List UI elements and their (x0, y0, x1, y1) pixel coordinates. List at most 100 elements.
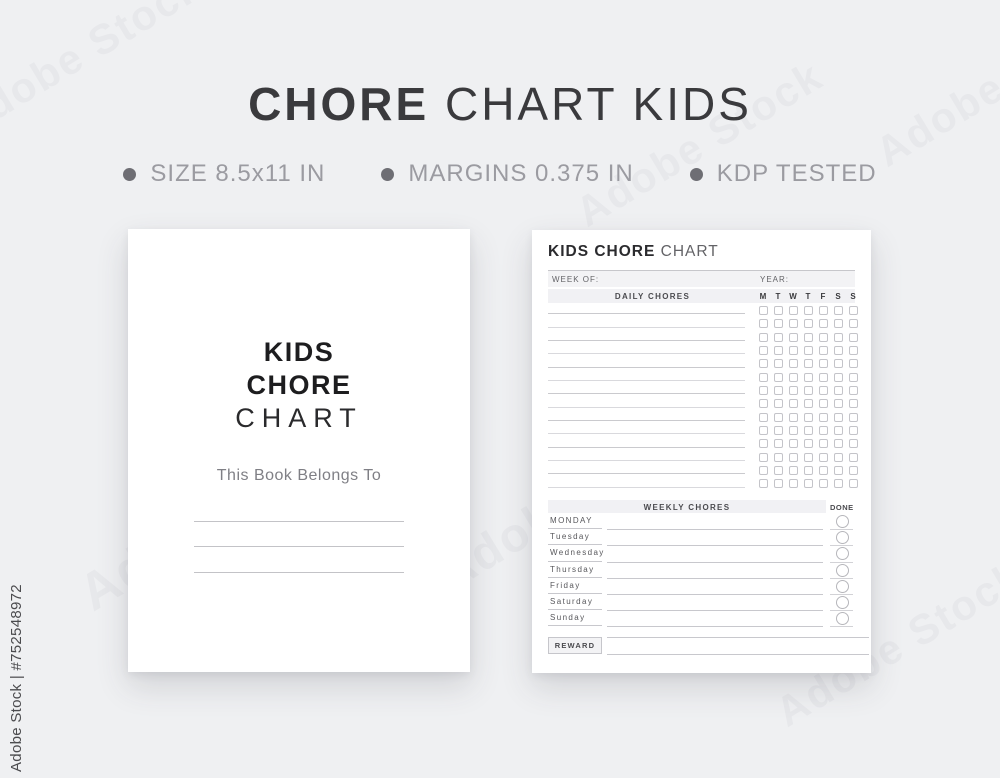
day-checkbox (773, 319, 783, 329)
day-checkbox (833, 412, 843, 422)
day-checkbox (848, 479, 858, 489)
day-checkbox (833, 306, 843, 315)
day-checkbox (773, 372, 783, 382)
bullet-icon (381, 167, 395, 181)
day-checkbox (758, 479, 768, 489)
day-checkbox (818, 319, 828, 329)
week-of-label: WEEK OF: (552, 275, 600, 284)
reward-line (607, 637, 869, 638)
day-checkbox (803, 439, 813, 449)
day-checkbox (788, 332, 798, 342)
signature-lines (194, 496, 404, 573)
weekly-chore-row: Sunday (548, 610, 855, 628)
chore-writing-line (548, 340, 745, 342)
day-checkbox (758, 412, 768, 422)
day-checkbox (803, 412, 813, 422)
weekday-label: Wednesday (548, 545, 603, 562)
chore-writing-line (607, 513, 823, 531)
day-checkbox (833, 452, 843, 462)
weekly-chore-row: Wednesday (548, 545, 855, 563)
day-checkbox (818, 306, 828, 315)
daily-chore-row (548, 424, 858, 437)
day-checkbox (833, 399, 843, 409)
weekday-label: Friday (548, 578, 602, 594)
chore-writing-line (607, 610, 823, 628)
chore-writing-line (548, 460, 745, 462)
done-circle (836, 515, 849, 528)
day-checkbox (818, 372, 828, 382)
chore-writing-line (548, 433, 745, 435)
weekly-chore-row: Tuesday (548, 529, 855, 547)
daily-chore-row (548, 344, 858, 357)
day-checkbox (848, 359, 858, 369)
day-checkbox (848, 319, 858, 329)
day-checkbox (818, 386, 828, 396)
belongs-label: This Book Belongs To (216, 467, 382, 484)
day-checkbox (833, 479, 843, 489)
week-of-row: WEEK OF: YEAR: (548, 270, 855, 287)
day-checkbox (803, 306, 813, 315)
chore-writing-line (548, 326, 745, 328)
done-circle (836, 547, 849, 561)
daily-chore-row (548, 451, 858, 464)
day-checkbox (818, 479, 828, 489)
chore-writing-line (548, 393, 745, 395)
weekday-label: Tuesday (548, 529, 602, 546)
done-cell (830, 610, 853, 628)
daily-chore-row (548, 397, 858, 410)
day-checkbox (848, 466, 858, 476)
day-checkbox (788, 479, 798, 489)
bullet-icon (689, 167, 703, 181)
signature-line (194, 522, 404, 547)
day-checkbox (758, 332, 768, 342)
day-initial: T (805, 292, 811, 301)
daily-chore-row (548, 437, 858, 450)
day-checkbox (788, 466, 798, 476)
day-checkbox (758, 306, 768, 315)
weekday-label: MONDAY (548, 513, 602, 530)
daily-chore-row (548, 331, 858, 344)
day-checkbox (758, 439, 768, 449)
page-title-bold: CHORE (248, 78, 430, 130)
day-checkbox (773, 306, 783, 315)
day-checkbox (773, 479, 783, 489)
done-cell (830, 545, 853, 563)
day-checkbox (833, 359, 843, 369)
day-checkbox (803, 346, 813, 356)
day-checkbox (803, 332, 813, 342)
day-checkbox (803, 319, 813, 329)
done-circle (836, 531, 849, 545)
done-circle (836, 579, 849, 593)
daily-chore-row (548, 357, 858, 370)
day-checkbox (833, 439, 843, 449)
day-checkbox (803, 399, 813, 409)
day-checkbox (788, 386, 798, 396)
weekly-chore-row: Thursday (548, 562, 855, 579)
weekly-chore-row: Friday (548, 578, 855, 595)
day-checkbox (758, 346, 768, 356)
day-checkbox (833, 319, 843, 329)
weekly-chores-label: WEEKLY CHORES (643, 503, 731, 512)
page-title: CHORE CHART KIDS (0, 78, 1000, 130)
day-checkbox (833, 426, 843, 436)
weekly-chores-rows: MONDAY Tuesday Wednesday Thursday Friday Satu… (548, 513, 855, 628)
done-cell (830, 529, 853, 547)
day-checkbox (833, 372, 843, 382)
weekly-chore-row: MONDAY (548, 513, 855, 531)
done-circle (836, 612, 849, 626)
day-checkbox (758, 466, 768, 476)
chart-page-title: KIDS CHORE CHART (548, 243, 719, 261)
chore-writing-line (607, 562, 823, 579)
day-checkbox (818, 332, 828, 342)
feature-label: MARGINS 0.375 IN (408, 160, 634, 187)
signature-line (194, 547, 404, 573)
day-checkbox (788, 346, 798, 356)
day-checkbox (788, 372, 798, 382)
daily-chores-rows (548, 304, 858, 491)
day-checkbox (773, 426, 783, 436)
day-checkbox (848, 306, 858, 315)
stock-id-watermark: Adobe Stock | #752548972 (8, 584, 25, 772)
weekday-label: Sunday (548, 610, 602, 627)
day-checkbox (848, 346, 858, 356)
